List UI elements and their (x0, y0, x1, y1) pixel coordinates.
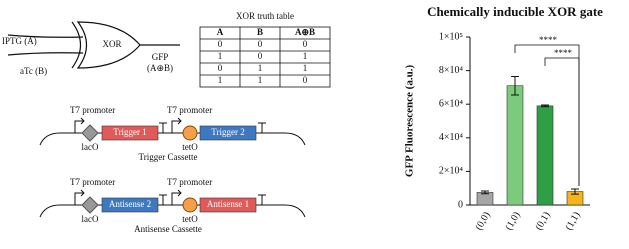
terminator (258, 194, 266, 205)
promoter-arrow (74, 189, 85, 205)
promoter-label: T7 promoter (70, 177, 115, 187)
operator-lacO (81, 124, 99, 142)
significance-label: **** (539, 35, 558, 45)
operator-tetO (182, 125, 198, 141)
table-title: XOR truth table (236, 11, 294, 21)
truth-table (199, 26, 331, 88)
operator-label: lacO (82, 142, 99, 152)
table-cell: 1 (303, 63, 308, 73)
table-cell: 0 (218, 63, 223, 73)
operator-label: lacO (82, 214, 99, 224)
bar (536, 105, 554, 206)
table-cell: 1 (258, 75, 263, 85)
error-bar (481, 190, 489, 195)
x-tick-label: (0,0) (473, 210, 492, 232)
promoter-label: T7 promoter (70, 105, 115, 115)
gene-label: Antisense 1 (207, 199, 249, 209)
output-label: (A⊕B) (147, 63, 173, 73)
promoter-arrow (171, 117, 182, 133)
table-cell: 1 (258, 63, 263, 73)
promoter-label: T7 promoter (167, 177, 212, 187)
table-header: B (257, 27, 263, 37)
table-cell: 1 (303, 51, 308, 61)
y-tick-label: 6×10⁴ (439, 98, 464, 109)
gene-label: Trigger 1 (113, 127, 146, 137)
promoter-arrow (74, 117, 85, 133)
gene-label: Antisense 2 (109, 199, 151, 209)
operator-label: tetO (182, 214, 198, 224)
significance-label: **** (554, 48, 573, 58)
gene-block (101, 197, 159, 213)
y-tick-label: 0 (458, 199, 463, 210)
error-bar (541, 104, 549, 108)
gate-label: XOR (102, 39, 121, 49)
cassette-caption: Antisense Cassette (134, 224, 202, 234)
significance-bracket (544, 57, 580, 187)
table-cell: 0 (303, 75, 308, 85)
promoter-label: T7 promoter (167, 105, 212, 115)
error-bar (571, 188, 579, 195)
terminator (159, 122, 167, 133)
table-header: A (217, 27, 224, 37)
output-label: GFP (152, 52, 169, 62)
gene-block (199, 125, 257, 141)
gene-label: Trigger 2 (211, 127, 244, 137)
y-axis-label: GFP Fluorescence (a.u.) (404, 65, 416, 178)
table-cell: 0 (258, 39, 263, 49)
gene-block (199, 197, 257, 213)
promoter-arrow (171, 189, 182, 205)
y-tick-label: 1×10⁵ (439, 31, 463, 42)
input-a: IPTG (A) (2, 36, 37, 46)
chart-title: Chemically inducible XOR gate (427, 4, 603, 19)
operator-label: tetO (182, 142, 198, 152)
operator-lacO (81, 196, 99, 214)
x-tick-label: (0,1) (533, 210, 552, 232)
table-cell: 1 (218, 75, 223, 85)
table-cell: 0 (258, 51, 263, 61)
y-tick-label: 8×10⁴ (439, 65, 464, 76)
y-tick-label: 4×10⁴ (439, 132, 464, 143)
cassette-caption: Trigger Cassette (139, 152, 198, 162)
error-bar (511, 75, 519, 96)
gene-block (101, 125, 159, 141)
trigger-cassette: T7 promoter T7 promoter lacO tetO Trigger 1 T… (39, 105, 306, 162)
terminator (258, 122, 266, 133)
dna-line (39, 132, 306, 146)
xor-gate (7, 21, 180, 69)
x-tick-label: (1,0) (503, 210, 522, 232)
bar-chart: Chemically inducible XOR gate GFP Fluores… (404, 4, 604, 232)
operator-tetO (182, 197, 198, 213)
table-cell: 0 (218, 39, 223, 49)
dna-line (39, 204, 306, 218)
table-cell: 0 (303, 39, 308, 49)
table-header: A⊕B (295, 27, 315, 37)
table-cell: 1 (218, 51, 223, 61)
bar (506, 85, 524, 206)
y-tick-label: 2×10⁴ (439, 166, 464, 177)
input-b: aTc (B) (20, 66, 47, 76)
bar (476, 192, 494, 206)
terminator (159, 194, 167, 205)
x-tick-label: (1,1) (563, 210, 582, 232)
